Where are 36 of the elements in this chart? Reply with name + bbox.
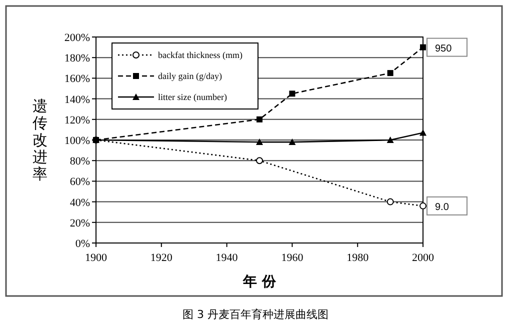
point [256,116,262,122]
point [256,138,263,146]
x-tick-label: 1940 [216,252,238,264]
point [420,44,426,50]
legend-label: daily gain (g/day) [158,71,222,81]
x-tick-label: 1960 [281,252,304,264]
y-tick-label: 180% [64,52,90,65]
point [420,202,426,210]
legend-label: backfat thickness (mm) [158,50,242,60]
y-tick-label: 20% [70,217,90,230]
y-tick-label: 60% [70,176,90,188]
point [289,90,296,97]
legend-label: litter size (number) [158,92,227,102]
point [386,136,394,143]
y-axis-title: 遗传改进率 [32,97,48,183]
x-tick-label: 1900 [85,252,108,264]
y-tick-label: 120% [64,114,90,126]
y-tick-label: 40% [70,196,90,209]
caption: 图 3 丹麦百年育种进展曲线图 [182,308,328,321]
point [288,138,296,146]
annotation: 9.0 [435,202,450,213]
y-tick-label: 140% [64,94,90,106]
point [256,157,263,164]
y-tick-label: 200% [64,32,90,44]
point [387,70,394,76]
annotation: 950 [435,43,452,54]
point [386,198,394,206]
y-tick-label: 80% [70,156,90,168]
point [420,129,426,136]
y-tick-label: 100% [64,135,90,147]
x-axis-title: 年 份 [242,274,277,290]
x-tick-label: 1920 [150,252,173,264]
y-tick-label: 0% [75,238,90,250]
y-tick-label: 160% [64,73,90,86]
x-tick-label: 1980 [346,252,370,264]
x-tick-label: 2000 [412,252,434,264]
